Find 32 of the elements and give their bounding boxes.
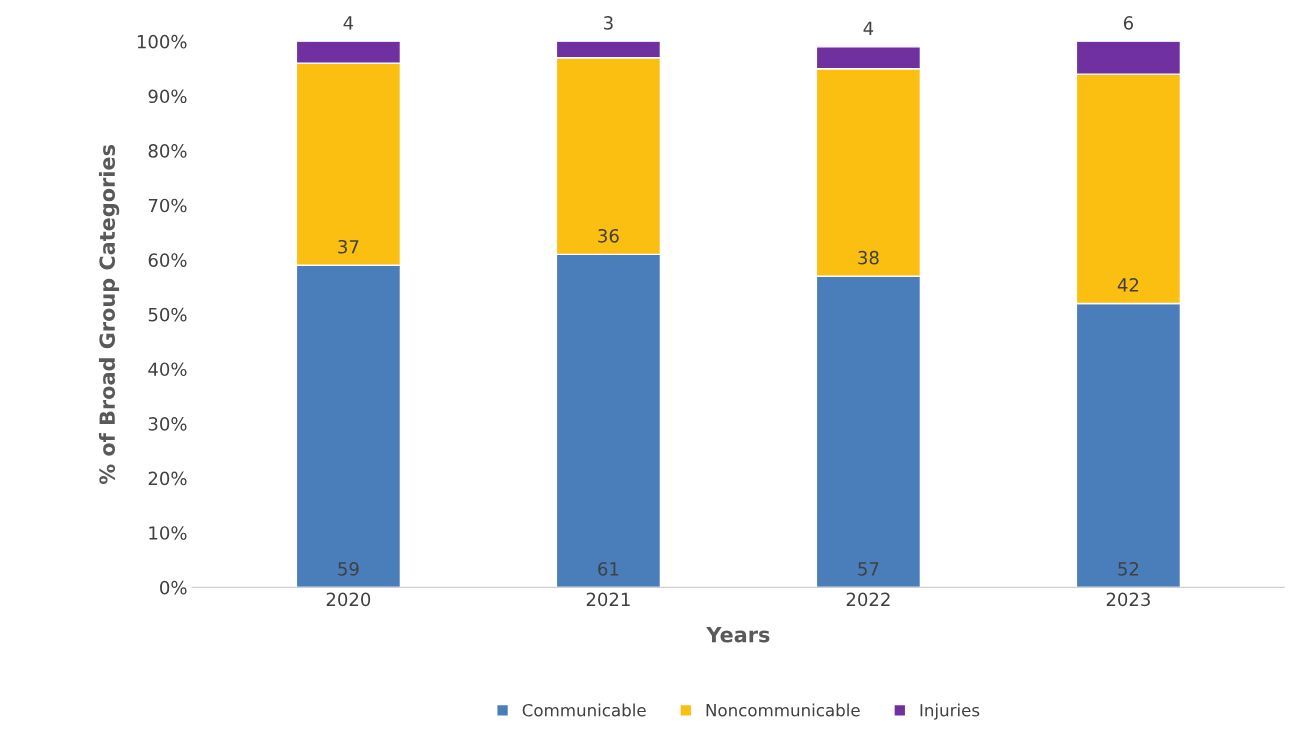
y-tick-label: 70%: [148, 198, 187, 213]
legend-label: Communicable: [522, 703, 646, 717]
data-label: 36: [598, 228, 619, 243]
legend-label: Injuries: [920, 703, 980, 720]
y-tick-label: 40%: [148, 362, 187, 377]
data-label: 57: [858, 562, 879, 576]
data-label: 6: [1123, 16, 1134, 30]
data-label: 38: [858, 250, 879, 265]
data-label: 4: [343, 16, 354, 30]
x-tick-label: 2020: [326, 592, 371, 607]
x-axis-title: Years: [706, 626, 770, 643]
y-tick-label: 100%: [137, 34, 187, 49]
x-tick-label: 2023: [1106, 592, 1150, 607]
y-tick-label: 80%: [148, 144, 187, 158]
y-tick-label: 90%: [148, 89, 187, 104]
y-axis-title: % of Broad Group Categories: [98, 144, 120, 485]
y-tick-label: 50%: [148, 307, 187, 322]
y-tick-label: 10%: [149, 526, 187, 540]
y-tick-label: 30%: [148, 417, 187, 431]
y-tick-label: 60%: [148, 253, 187, 267]
data-label: 37: [338, 239, 359, 254]
data-label: 4: [863, 21, 874, 35]
x-tick-label: 2021: [586, 592, 630, 607]
y-tick-label: 0%: [160, 580, 187, 595]
data-label: 52: [1118, 562, 1139, 576]
x-tick-label: 2022: [846, 592, 890, 607]
legend-label: Noncommunicable: [706, 703, 860, 717]
data-label: 61: [598, 562, 619, 576]
data-label: 42: [1117, 278, 1139, 292]
data-label: 3: [604, 16, 613, 30]
data-label: 59: [338, 562, 359, 576]
y-tick-label: 20%: [148, 471, 187, 486]
